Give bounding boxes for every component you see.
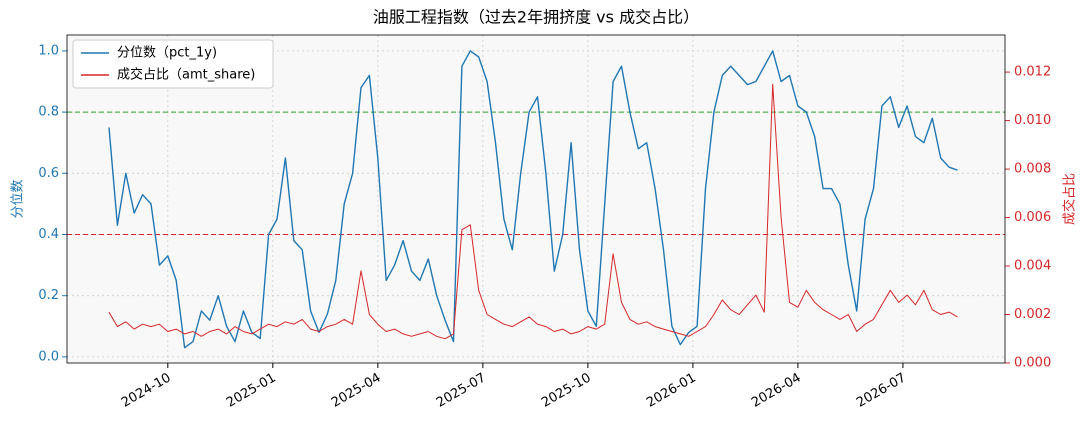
x-tick-label: 2025-01	[224, 371, 279, 411]
legend-label: 成交占比（amt_share)	[117, 67, 255, 83]
y-tick-label: 0.0	[38, 349, 59, 364]
y2-tick-label: 0.002	[1014, 307, 1051, 322]
y-tick-label: 1.0	[38, 43, 59, 58]
x-tick-label: 2025-10	[539, 371, 594, 411]
plot-area	[67, 35, 1005, 363]
x-tick-label: 2026-01	[644, 371, 699, 411]
y2-tick-label: 0.010	[1014, 113, 1051, 128]
x-tick-label: 2024-10	[119, 371, 174, 411]
y-tick-label: 0.6	[38, 166, 59, 181]
y2-tick-label: 0.000	[1014, 356, 1051, 371]
series-line	[108, 50, 958, 349]
x-tick-label: 2025-07	[434, 371, 489, 411]
x-tick-label: 2025-04	[329, 371, 384, 411]
y2-tick-label: 0.012	[1014, 65, 1051, 80]
plot-frame	[66, 34, 1006, 364]
chart-title: 油服工程指数（过去2年拥挤度 vs 成交占比）	[373, 8, 699, 27]
x-tick-label: 2026-04	[749, 371, 804, 411]
y2-axis-label: 成交占比	[1062, 173, 1078, 225]
y2-tick-label: 0.008	[1014, 162, 1051, 177]
y2-tick-label: 0.004	[1014, 259, 1051, 274]
y2-tick-label: 0.006	[1014, 210, 1051, 225]
x-tick-label: 2026-07	[854, 371, 909, 411]
y-axis-label: 分位数	[11, 179, 26, 218]
y-tick-label: 0.2	[38, 288, 59, 303]
legend-box	[72, 39, 274, 89]
legend-label: 分位数（pct_1y)	[117, 46, 217, 61]
y-tick-label: 0.8	[38, 105, 59, 120]
y-tick-label: 0.4	[38, 227, 59, 242]
series-line	[108, 83, 958, 340]
